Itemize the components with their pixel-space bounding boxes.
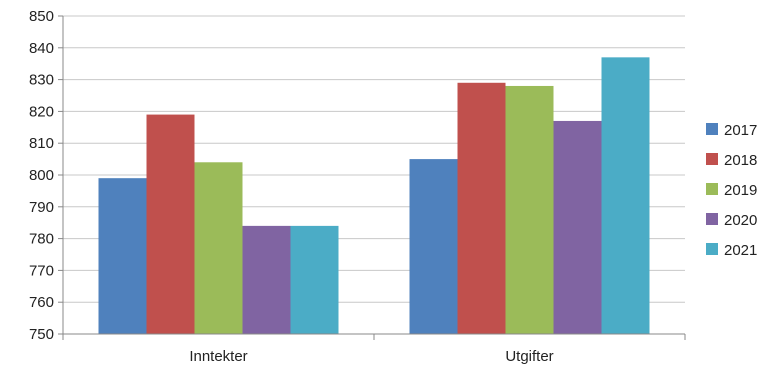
x-axis: Inntekter Utgifter	[62, 333, 686, 365]
bar-2021-Inntekter	[290, 225, 339, 334]
y-tick-label: 780	[29, 231, 54, 248]
y-tick-label: 770	[29, 262, 54, 279]
y-tick-label: 790	[29, 199, 54, 216]
bar-2020-Inntekter	[242, 225, 291, 334]
bar-2019-Inntekter	[194, 162, 243, 334]
legend-label-2021: 2021	[724, 242, 757, 259]
legend-label-2018: 2018	[724, 152, 757, 169]
y-tick-label: 810	[29, 135, 54, 152]
bar-2018-Inntekter	[146, 114, 195, 334]
y-tick-label: 820	[29, 103, 54, 120]
y-tick-label: 760	[29, 294, 54, 311]
bar-2021-Utgifter	[601, 57, 650, 335]
y-tick-label: 850	[29, 8, 54, 25]
bar-2017-Inntekter	[98, 178, 147, 334]
legend-swatch-2017	[706, 123, 718, 135]
bar-2020-Utgifter	[553, 120, 602, 334]
legend-swatch-2020	[706, 213, 718, 225]
bars	[98, 57, 650, 335]
y-tick-label: 800	[29, 167, 54, 184]
x-category-label: Utgifter	[505, 348, 553, 365]
legend-swatch-2021	[706, 243, 718, 255]
bar-2017-Utgifter	[409, 159, 458, 334]
legend-swatch-2018	[706, 153, 718, 165]
y-tick-label: 830	[29, 72, 54, 89]
bar-2019-Utgifter	[505, 85, 554, 335]
legend-label-2019: 2019	[724, 182, 757, 199]
bar-2018-Utgifter	[457, 82, 506, 334]
y-tick-label: 750	[29, 326, 54, 343]
legend-swatch-2019	[706, 183, 718, 195]
y-tick-label: 840	[29, 40, 54, 57]
legend: 2017 2018 2019 2020 2021	[706, 122, 757, 259]
y-axis: 750 760 770 780 790 800 810 820 830 840 850	[29, 8, 64, 343]
legend-label-2020: 2020	[724, 212, 757, 229]
x-category-label: Inntekter	[189, 348, 247, 365]
legend-label-2017: 2017	[724, 122, 757, 139]
